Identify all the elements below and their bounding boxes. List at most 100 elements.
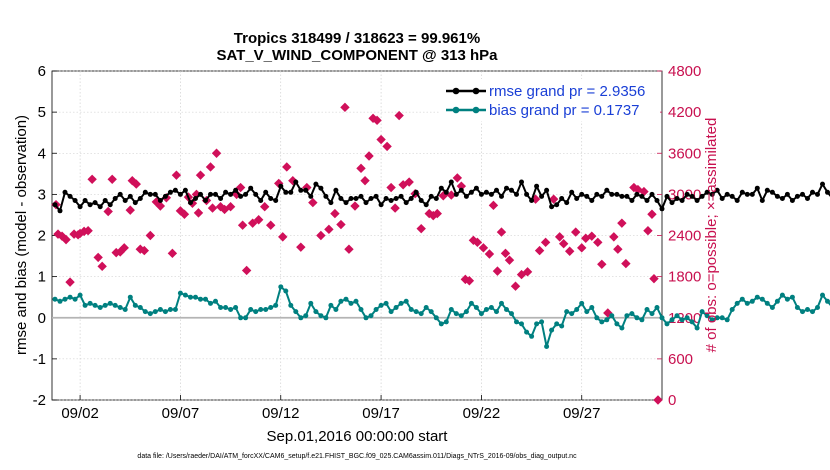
obs-count-marker bbox=[522, 267, 533, 277]
rmse-point bbox=[544, 187, 550, 193]
rmse-point bbox=[559, 196, 565, 201]
obs-count-marker bbox=[145, 230, 156, 241]
rmse-point bbox=[418, 198, 424, 203]
data-file-footnote: data file: /Users/raeder/DAI/ATM_forcXX/… bbox=[137, 453, 577, 460]
bias-point bbox=[283, 288, 289, 294]
obs-count-marker bbox=[478, 243, 489, 253]
rmse-point bbox=[779, 196, 785, 201]
bias-point bbox=[514, 319, 519, 325]
bias-point bbox=[669, 317, 675, 323]
rmse-point bbox=[378, 202, 384, 208]
obs-count-marker bbox=[330, 208, 340, 219]
bias-point bbox=[473, 305, 479, 310]
bias-point bbox=[559, 323, 565, 329]
bias-point bbox=[539, 319, 545, 325]
obs-count-marker bbox=[155, 201, 166, 211]
obs-count-marker bbox=[577, 243, 587, 253]
rmse-point bbox=[323, 193, 329, 199]
rmse-point bbox=[519, 179, 524, 185]
obs-count-marker bbox=[360, 175, 370, 186]
rmse-point bbox=[453, 191, 459, 197]
bias-point bbox=[107, 300, 113, 306]
obs-count-marker bbox=[195, 170, 206, 180]
bias-point bbox=[448, 307, 454, 312]
obs-count-marker bbox=[324, 224, 334, 235]
bias-point bbox=[273, 302, 279, 308]
bias-point bbox=[549, 327, 555, 333]
obs-count-marker bbox=[219, 204, 230, 215]
x-tick-label: 09/27 bbox=[563, 405, 601, 422]
rmse-point bbox=[368, 196, 374, 201]
bias-point bbox=[293, 309, 299, 315]
obs-count-marker bbox=[653, 395, 663, 405]
rmse-point bbox=[398, 193, 404, 199]
obs-count-marker bbox=[492, 266, 503, 276]
rmse-point bbox=[649, 191, 655, 197]
bias-point bbox=[383, 300, 389, 306]
y-right-tick-label: 3600 bbox=[668, 145, 701, 162]
obs-count-marker bbox=[649, 273, 659, 284]
bias-point bbox=[323, 315, 329, 321]
obs-count-marker bbox=[500, 248, 511, 259]
rmse-point bbox=[579, 191, 585, 197]
rmse-point bbox=[549, 204, 555, 210]
bias-point bbox=[820, 292, 825, 298]
rmse-point bbox=[428, 193, 434, 199]
bias-point bbox=[438, 321, 444, 327]
rmse-point bbox=[488, 191, 494, 197]
bias-point bbox=[494, 309, 499, 315]
rmse-point bbox=[388, 198, 394, 203]
rmse-point bbox=[499, 193, 504, 199]
rmse-point bbox=[468, 189, 474, 195]
rmse-point bbox=[338, 196, 344, 201]
bias-point bbox=[248, 307, 254, 312]
obs-count-marker bbox=[516, 269, 527, 280]
rmse-point bbox=[789, 198, 795, 203]
bias-point bbox=[258, 307, 264, 312]
obs-count-marker bbox=[211, 148, 222, 158]
rmse-point bbox=[694, 198, 700, 203]
rmse-point bbox=[67, 193, 73, 199]
bias-point bbox=[57, 298, 63, 304]
obs-count-marker bbox=[344, 244, 354, 254]
bias-point bbox=[478, 311, 484, 317]
bias-point bbox=[569, 311, 575, 317]
rmse-point bbox=[433, 196, 439, 201]
bias-point bbox=[504, 307, 509, 312]
bias-point bbox=[333, 307, 339, 312]
bias-point bbox=[343, 296, 349, 302]
y-tick-label: 1 bbox=[38, 269, 46, 286]
bias-point bbox=[805, 307, 810, 312]
obs-count-marker bbox=[404, 177, 414, 187]
rmse-point bbox=[739, 189, 745, 195]
y-right-tick-label: 0 bbox=[668, 392, 676, 409]
rmse-point bbox=[52, 202, 58, 208]
rmse-point bbox=[403, 200, 409, 206]
bias-point bbox=[483, 307, 489, 312]
rmse-point bbox=[92, 200, 98, 206]
rmse-point bbox=[619, 193, 625, 199]
rmse-point bbox=[624, 193, 630, 199]
rmse-point bbox=[157, 198, 163, 203]
rmse-point bbox=[188, 200, 193, 206]
obs-count-marker bbox=[235, 182, 246, 193]
legend-rmse-marker bbox=[452, 87, 460, 95]
obs-count-marker bbox=[376, 134, 386, 145]
rmse-point bbox=[478, 191, 484, 197]
rmse-point bbox=[82, 198, 88, 203]
bias-point bbox=[142, 309, 148, 315]
obs-count-marker bbox=[87, 174, 97, 185]
bias-point bbox=[172, 307, 178, 312]
bias-point bbox=[298, 315, 304, 321]
bias-point bbox=[453, 311, 459, 317]
bias-point bbox=[238, 315, 244, 321]
bias-point bbox=[403, 298, 409, 304]
rmse-point bbox=[524, 191, 530, 197]
rmse-point bbox=[759, 198, 765, 203]
rmse-point bbox=[218, 196, 224, 201]
rmse-point bbox=[784, 191, 790, 197]
obs-count-marker bbox=[386, 182, 396, 193]
bias-point bbox=[624, 313, 630, 319]
obs-count-marker bbox=[432, 208, 442, 219]
obs-count-marker bbox=[558, 239, 569, 249]
